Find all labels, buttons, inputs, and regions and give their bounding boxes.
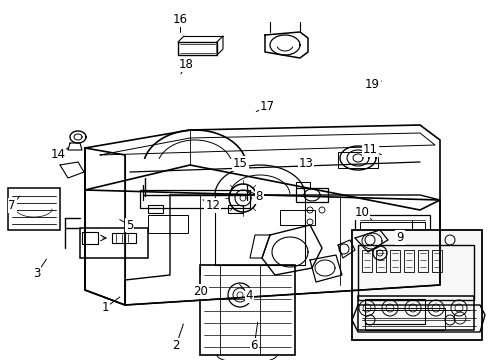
Bar xyxy=(354,215,429,270)
Bar xyxy=(8,188,60,230)
Bar xyxy=(148,215,187,233)
Bar xyxy=(403,250,413,272)
Bar xyxy=(364,308,444,330)
Text: 10: 10 xyxy=(354,206,368,219)
Bar xyxy=(364,299,424,324)
Bar xyxy=(359,244,424,264)
Text: 2: 2 xyxy=(172,339,180,352)
Bar xyxy=(417,250,427,272)
Text: 11: 11 xyxy=(363,143,377,156)
Bar xyxy=(295,188,327,202)
Text: 16: 16 xyxy=(172,13,187,26)
Text: 4: 4 xyxy=(245,289,253,302)
Bar xyxy=(148,205,163,213)
Text: 14: 14 xyxy=(50,148,65,161)
Bar xyxy=(359,222,424,242)
Text: 20: 20 xyxy=(193,285,207,298)
Bar xyxy=(431,250,441,272)
Text: 12: 12 xyxy=(205,199,220,212)
Bar xyxy=(337,152,377,168)
Bar xyxy=(200,265,294,355)
Text: 9: 9 xyxy=(395,231,403,244)
Bar xyxy=(351,230,481,340)
Text: 3: 3 xyxy=(33,267,41,280)
Text: 6: 6 xyxy=(250,339,258,352)
Bar xyxy=(357,245,473,300)
Text: 7: 7 xyxy=(8,199,16,212)
Text: 15: 15 xyxy=(233,157,247,170)
Bar xyxy=(140,190,249,208)
Bar xyxy=(80,228,148,258)
Bar xyxy=(375,250,385,272)
Text: 1: 1 xyxy=(101,301,109,314)
Text: 18: 18 xyxy=(179,58,193,71)
Bar xyxy=(357,296,473,330)
Bar xyxy=(112,233,136,243)
Bar xyxy=(280,210,314,225)
Text: 5: 5 xyxy=(125,219,133,231)
Text: 13: 13 xyxy=(298,157,313,170)
Text: 8: 8 xyxy=(255,190,263,203)
Text: 17: 17 xyxy=(259,100,274,113)
Bar xyxy=(389,250,399,272)
Text: 19: 19 xyxy=(365,78,379,91)
Bar xyxy=(227,205,243,213)
Bar xyxy=(361,250,371,272)
